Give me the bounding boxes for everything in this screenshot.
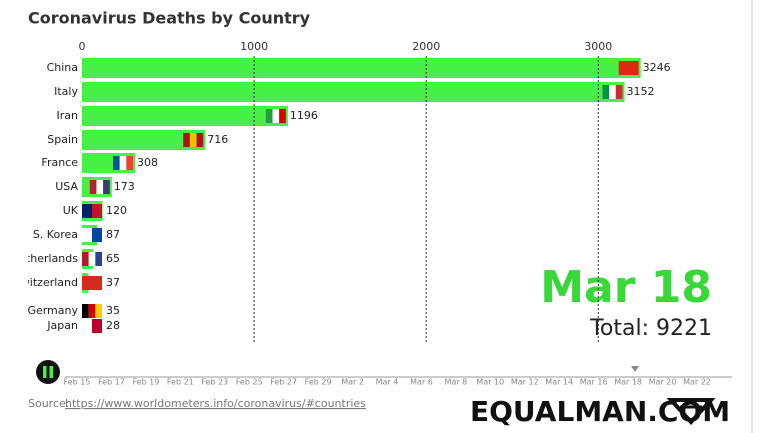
- pause-icon: [49, 366, 53, 378]
- timeline-label: Mar 4: [376, 378, 399, 387]
- timeline-label: Mar 6: [410, 378, 433, 387]
- value-label: 35: [106, 304, 120, 317]
- y-tick-label: Germany: [27, 304, 78, 317]
- timeline-label: Feb 21: [167, 378, 194, 387]
- bar: [82, 130, 206, 150]
- source-label: Source:: [28, 397, 70, 410]
- flag: [96, 180, 104, 194]
- value-label: 173: [114, 180, 135, 193]
- flag: [602, 85, 610, 99]
- timeline-label: Feb 29: [305, 378, 332, 387]
- y-tick-label: UK: [63, 204, 79, 217]
- flag: [272, 109, 280, 123]
- timeline-label: Feb 17: [98, 378, 125, 387]
- flag: [82, 228, 92, 242]
- y-tick-label: Switzerland: [14, 276, 78, 289]
- flag: [89, 180, 97, 194]
- timeline-label: Feb 25: [236, 378, 263, 387]
- value-label: 308: [137, 156, 158, 169]
- value-label: 28: [106, 319, 120, 332]
- flag: [196, 133, 204, 147]
- y-tick-label: China: [47, 61, 78, 74]
- x-tick-label: 1000: [240, 40, 268, 53]
- value-label: 3246: [643, 61, 671, 74]
- timeline-label: Feb 23: [201, 378, 228, 387]
- flag: [88, 304, 96, 318]
- flag: [618, 61, 639, 75]
- pause-icon: [43, 366, 47, 378]
- flag: [265, 109, 273, 123]
- flag: [113, 156, 120, 170]
- bar: [82, 82, 625, 102]
- bar: [82, 58, 641, 78]
- flag: [88, 252, 96, 266]
- timeline-label: Mar 8: [445, 378, 468, 387]
- y-tick-label: Netherlands: [11, 252, 78, 265]
- value-label: 3152: [626, 85, 654, 98]
- flag: [615, 85, 623, 99]
- plot: China 3246 Italy 3152 Iran 1196 Spain 716 France…: [11, 58, 671, 333]
- flag: [82, 252, 89, 266]
- y-tick-label: Spain: [47, 133, 78, 146]
- value-label: 87: [106, 228, 120, 241]
- flag: [126, 156, 134, 170]
- value-label: 120: [106, 204, 127, 217]
- timeline-label: Mar 20: [649, 378, 677, 387]
- flag: [82, 276, 102, 290]
- flag: [82, 304, 89, 318]
- y-tick-label: Japan: [46, 319, 78, 332]
- source-link[interactable]: https://www.worldometers.info/coronaviru…: [65, 397, 366, 410]
- flag: [189, 133, 197, 147]
- y-tick-label: France: [41, 156, 78, 169]
- flag: [82, 204, 92, 218]
- value-label: 1196: [290, 109, 318, 122]
- timeline-label: Mar 14: [545, 378, 573, 387]
- flag: [279, 109, 286, 123]
- value-label: 716: [207, 133, 228, 146]
- timeline-label: Mar 10: [476, 378, 504, 387]
- brand-logo: [666, 398, 716, 425]
- flag: [95, 304, 102, 318]
- y-tick-label: Italy: [54, 85, 78, 98]
- pause-button[interactable]: [36, 360, 60, 384]
- flag: [92, 228, 102, 242]
- timeline-label: Mar 18: [614, 378, 642, 387]
- value-label: 37: [106, 276, 120, 289]
- bar: [82, 106, 288, 126]
- flag: [103, 180, 110, 194]
- x-tick-label: 0: [79, 40, 86, 53]
- y-tick-label: Iran: [57, 109, 79, 122]
- total-label: Total: 9221: [589, 316, 712, 341]
- timeline-label: Feb 15: [64, 378, 91, 387]
- timeline-label: Mar 12: [511, 378, 539, 387]
- timeline-marker[interactable]: [631, 366, 639, 372]
- timeline-label: Feb 19: [132, 378, 159, 387]
- chart-title: Coronavirus Deaths by Country: [28, 9, 311, 28]
- flag: [183, 133, 190, 147]
- flag: [82, 319, 92, 333]
- flag: [92, 319, 102, 333]
- flag: [95, 252, 102, 266]
- date-label: Mar 18: [540, 262, 712, 313]
- flag: [609, 85, 616, 99]
- y-tick-label: USA: [55, 180, 78, 193]
- timeline-label: Feb 27: [270, 378, 297, 387]
- timeline-label: Mar 2: [341, 378, 364, 387]
- x-tick-label: 3000: [584, 40, 612, 53]
- x-tick-label: 2000: [412, 40, 440, 53]
- value-label: 65: [106, 252, 120, 265]
- flag: [119, 156, 127, 170]
- timeline-label: Mar 16: [580, 378, 608, 387]
- flag: [92, 204, 102, 218]
- timeline-label: Mar 22: [683, 378, 711, 387]
- y-tick-label: S. Korea: [33, 228, 78, 241]
